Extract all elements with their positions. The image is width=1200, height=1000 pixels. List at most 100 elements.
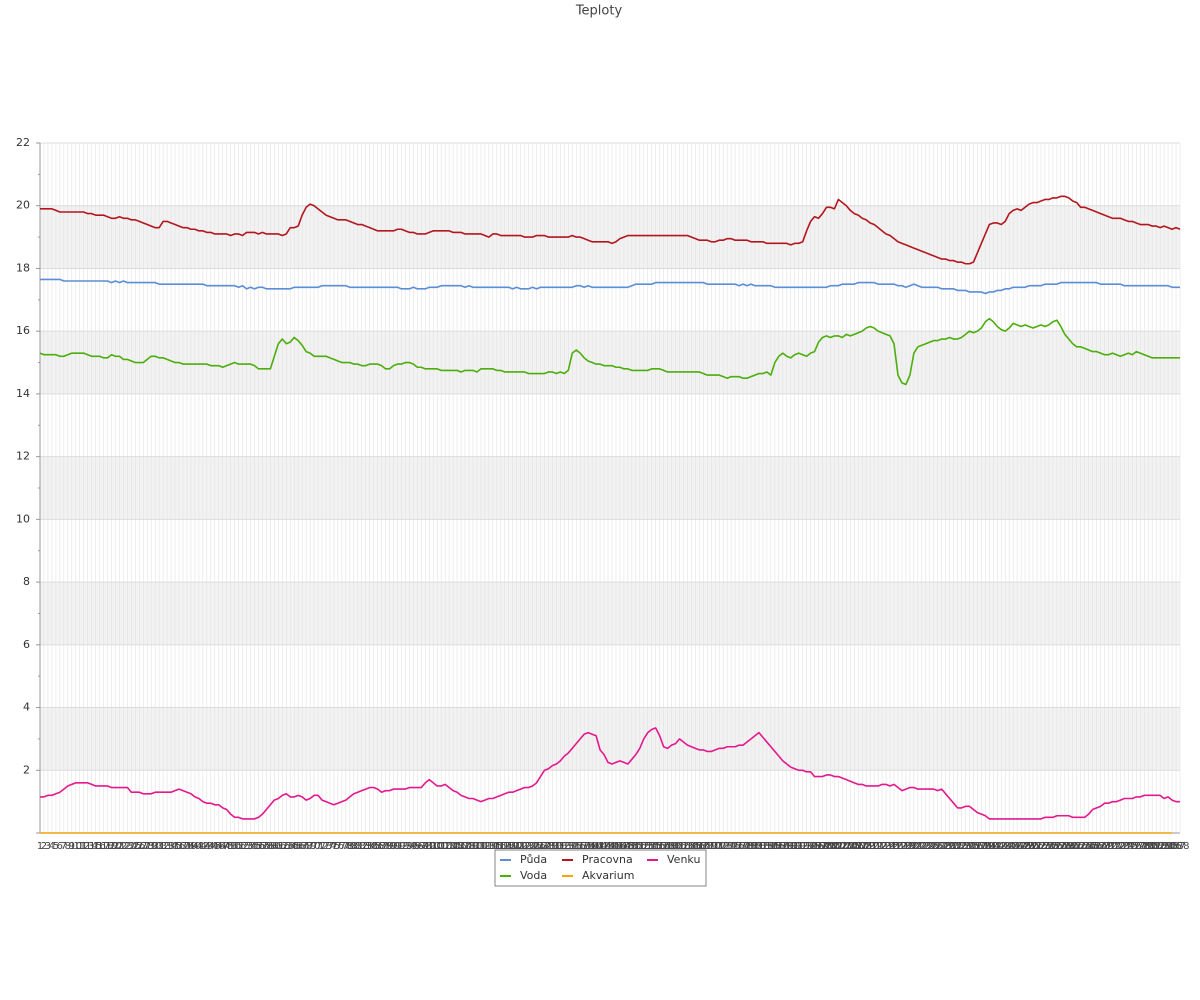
x-tick-label: 142: [591, 841, 610, 852]
x-tick-label: 274: [1115, 841, 1134, 852]
x-tick-label: 45: [208, 841, 221, 852]
x-tick-label: 86: [371, 841, 384, 852]
x-tick-label: 68: [300, 841, 313, 852]
x-tick-label: 209: [857, 841, 876, 852]
x-tick-label: 104: [440, 841, 459, 852]
x-tick-label: 169: [698, 841, 717, 852]
x-tick-label: 231: [944, 841, 963, 852]
x-tick-label: 7: [61, 841, 67, 852]
x-tick-label: 19: [105, 841, 118, 852]
y-tick-label: 14: [16, 387, 30, 400]
x-tick-label: 34: [165, 841, 178, 852]
x-tick-label: 168: [694, 841, 713, 852]
x-tick-label: 271: [1103, 841, 1122, 852]
x-tick-label: 210: [861, 841, 880, 852]
x-tick-label: 239: [976, 841, 995, 852]
x-tick-label: 197: [809, 841, 828, 852]
x-tick-label: 1: [37, 841, 43, 852]
x-tick-label: 85: [367, 841, 380, 852]
x-tick-label: 156: [646, 841, 665, 852]
x-tick-label: 129: [539, 841, 558, 852]
legend-label: Půda: [520, 853, 547, 866]
x-tick-label: 60: [268, 841, 281, 852]
x-tick-label: 29: [145, 841, 158, 852]
x-tick-label: 181: [745, 841, 764, 852]
x-tick-label: 246: [1004, 841, 1023, 852]
x-tick-label: 13: [81, 841, 94, 852]
x-tick-label: 150: [622, 841, 641, 852]
x-tick-label: 254: [1035, 841, 1054, 852]
x-tick-label: 281: [1143, 841, 1162, 852]
x-tick-label: 8: [65, 841, 71, 852]
x-tick-label: 234: [956, 841, 975, 852]
x-tick-label: 145: [602, 841, 621, 852]
x-tick-label: 284: [1155, 841, 1174, 852]
x-tick-label: 38: [181, 841, 194, 852]
x-tick-label: 116: [487, 841, 506, 852]
series-line: [40, 278, 1180, 295]
x-tick-label: 98: [419, 841, 432, 852]
x-tick-label: 149: [618, 841, 637, 852]
x-tick-label: 235: [960, 841, 979, 852]
x-tick-label: 212: [869, 841, 888, 852]
x-tick-label: 155: [642, 841, 661, 852]
x-tick-label: 124: [519, 841, 538, 852]
x-tick-label: 228: [932, 841, 951, 852]
x-tick-label: 258: [1051, 841, 1070, 852]
x-tick-label: 96: [411, 841, 424, 852]
x-tick-label: 268: [1091, 841, 1110, 852]
x-tick-label: 130: [543, 841, 562, 852]
x-tick-label: 255: [1039, 841, 1058, 852]
x-tick-label: 83: [359, 841, 372, 852]
x-tick-label: 204: [837, 841, 856, 852]
x-tick-label: 183: [753, 841, 772, 852]
x-tick-label: 158: [654, 841, 673, 852]
x-tick-label: 11: [73, 841, 86, 852]
x-tick-label: 63: [280, 841, 293, 852]
x-tick-label: 101: [428, 841, 447, 852]
x-tick-label: 153: [634, 841, 653, 852]
x-tick-label: 62: [276, 841, 289, 852]
x-tick-label: 2: [41, 841, 47, 852]
x-tick-label: 194: [797, 841, 816, 852]
x-tick-label: 270: [1099, 841, 1118, 852]
legend-label: Voda: [520, 869, 547, 882]
x-tick-label: 207: [849, 841, 868, 852]
x-tick-label: 192: [789, 841, 808, 852]
x-tick-label: 133: [555, 841, 574, 852]
x-tick-label: 267: [1087, 841, 1106, 852]
x-tick-label: 272: [1107, 841, 1126, 852]
x-tick-label: 49: [224, 841, 237, 852]
y-tick-label: 22: [16, 136, 30, 149]
x-tick-label: 87: [375, 841, 388, 852]
x-tick-label: 30: [149, 841, 162, 852]
x-tick-label: 236: [964, 841, 983, 852]
x-tick-label: 3: [45, 841, 51, 852]
x-tick-label: 175: [722, 841, 741, 852]
x-tick-label: 280: [1139, 841, 1158, 852]
x-tick-label: 20: [109, 841, 122, 852]
x-tick-label: 72: [316, 841, 329, 852]
x-tick-label: 162: [670, 841, 689, 852]
x-tick-label: 218: [892, 841, 911, 852]
x-tick-label: 225: [920, 841, 939, 852]
x-tick-label: 42: [196, 841, 209, 852]
x-tick-label: 48: [220, 841, 233, 852]
x-tick-label: 14: [85, 841, 98, 852]
x-tick-label: 132: [551, 841, 570, 852]
x-tick-label: 26: [133, 841, 146, 852]
x-tick-label: 103: [436, 841, 455, 852]
x-tick-label: 10: [69, 841, 82, 852]
x-tick-label: 224: [916, 841, 935, 852]
x-tick-label: 174: [718, 841, 737, 852]
x-tick-label: 240: [980, 841, 999, 852]
x-tick-label: 189: [777, 841, 796, 852]
x-tick-label: 221: [904, 841, 923, 852]
x-tick-label: 185: [761, 841, 780, 852]
x-tick-label: 195: [801, 841, 820, 852]
x-tick-label: 82: [355, 841, 368, 852]
x-tick-label: 126: [527, 841, 546, 852]
x-tick-label: 160: [662, 841, 681, 852]
x-tick-label: 173: [714, 841, 733, 852]
x-tick-label: 164: [678, 841, 697, 852]
